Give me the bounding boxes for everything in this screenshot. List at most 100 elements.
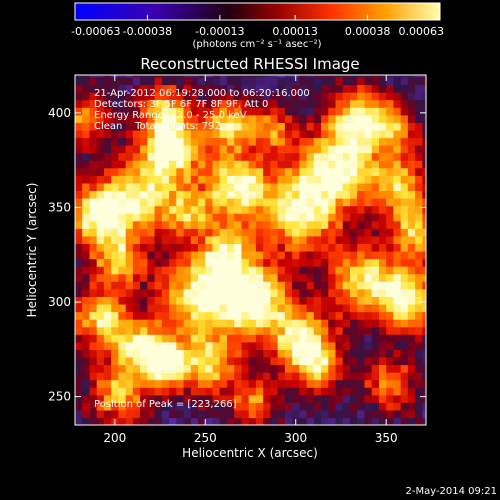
heatmap-cell [393,409,402,419]
heatmap-cell [169,152,177,161]
heatmap-cell [393,182,402,191]
heatmap-cell [176,409,185,419]
heatmap-cell [357,387,365,396]
heatmap-cell [205,107,214,116]
heatmap-cell [255,334,264,343]
heatmap-cell [89,99,98,108]
heatmap-cell [111,273,119,282]
heatmap-cell [82,167,90,176]
heatmap-cell [407,190,416,199]
heatmap-cell [227,107,235,116]
heatmap-cell [292,152,300,161]
heatmap-cell [407,75,416,78]
heatmap-cell [154,417,163,425]
heatmap-cell [140,107,148,116]
heatmap-cell [103,372,112,381]
heatmap-cell [321,379,329,388]
heatmap-cell [335,167,344,176]
heatmap-cell [284,76,293,86]
heatmap-cell [248,266,257,275]
heatmap-cell [75,409,83,419]
heatmap-cell [400,213,409,222]
heatmap-cell [96,99,105,108]
heatmap-cell [415,409,423,419]
heatmap-cell [299,394,308,403]
heatmap-cell [140,190,148,199]
heatmap-cell [400,76,409,86]
heatmap-cell [342,114,351,123]
heatmap-cell [350,402,358,411]
heatmap-cell [219,409,228,419]
heatmap-cell [393,167,402,176]
heatmap-cell [169,182,177,191]
heatmap-cell [277,402,286,411]
heatmap-cell [364,145,373,154]
heatmap-cell [284,311,293,320]
heatmap-cell [321,394,329,403]
heatmap-cell [227,129,235,139]
heatmap-cell [422,228,426,237]
heatmap-cell [147,273,156,282]
heatmap-cell [350,182,358,191]
heatmap-cell [306,379,315,388]
heatmap-cell [415,152,423,161]
heatmap-cell [328,296,337,305]
heatmap-cell [415,349,423,358]
heatmap-cell [103,288,112,297]
heatmap-cell [393,228,402,237]
heatmap-cell [161,137,170,146]
heatmap-cell [125,84,134,93]
heatmap-cell [140,387,148,396]
heatmap-cell [169,273,177,282]
heatmap-cell [364,349,373,358]
heatmap-cell [198,372,206,381]
chart-title: Reconstructed RHESSI Image [140,55,359,73]
heatmap-cell [89,334,98,343]
heatmap-cell [169,372,177,381]
heatmap-cell [140,235,148,244]
heatmap-cell [306,205,315,214]
heatmap-cell [140,182,148,191]
heatmap-cell [154,198,163,207]
heatmap-cell [313,356,322,366]
heatmap-cell [82,402,90,411]
heatmap-cell [292,190,300,199]
heatmap-cell [277,296,286,305]
heatmap-cell [371,394,380,403]
heatmap-cell [313,266,322,275]
heatmap-cell [147,364,156,373]
heatmap-cell [111,160,119,169]
heatmap-cell [169,379,177,388]
heatmap-cell [415,114,423,123]
heatmap-cell [335,175,344,184]
heatmap-cell [212,205,221,214]
heatmap-cell [132,311,141,320]
heatmap-cell [198,205,206,214]
heatmap-cell [169,356,177,366]
heatmap-cell [277,129,286,139]
heatmap-cell [212,76,221,86]
heatmap-cell [190,379,199,388]
heatmap-cell [140,356,148,366]
heatmap-cell [234,394,242,403]
heatmap-cell [205,356,214,366]
heatmap-cell [234,122,242,131]
heatmap-cell [219,243,228,252]
heatmap-cell [103,250,112,260]
heatmap-cell [132,341,141,350]
heatmap-cell [111,379,119,388]
heatmap-cell [219,288,228,297]
heatmap-cell [111,175,119,184]
heatmap-cell [306,235,315,244]
heatmap-cell [321,387,329,396]
heatmap-cell [379,205,387,214]
heatmap-cell [357,273,365,282]
heatmap-cell [205,167,214,176]
heatmap-cell [75,372,83,381]
heatmap-cell [321,281,329,290]
heatmap-cell [299,76,308,86]
heatmap-cell [176,198,185,207]
heatmap-cell [292,182,300,191]
heatmap-cell [393,243,402,252]
heatmap-cell [147,145,156,154]
